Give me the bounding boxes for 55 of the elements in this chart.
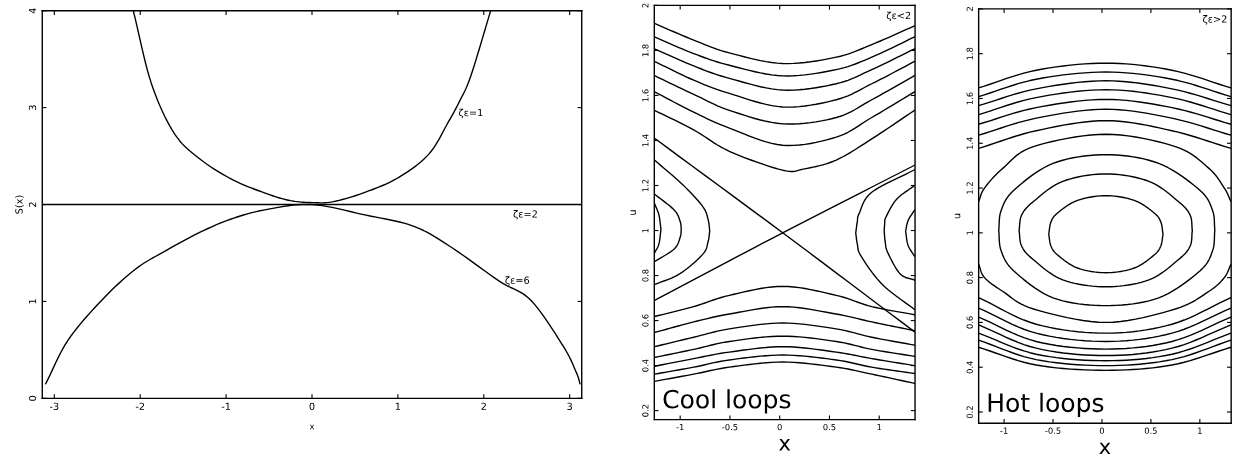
y-axis-title: S(x) — [15, 195, 24, 214]
y-tick-label: 2 — [642, 3, 649, 8]
x-tick-label: 1 — [395, 402, 401, 410]
y-tick-label: 4 — [29, 8, 37, 14]
y-tick-label: 1.4 — [642, 134, 649, 147]
y-tick-label: 0.8 — [642, 269, 649, 282]
y-tick-label: 1.2 — [966, 182, 973, 194]
x-tick-label: -1 — [221, 402, 231, 410]
annotation: ζε=2 — [513, 210, 537, 220]
x-axis-title: x — [779, 439, 791, 451]
y-tick-label: 0 — [28, 395, 37, 401]
y-tick-label: 1.6 — [966, 92, 973, 105]
y-tick-label: 1.8 — [966, 47, 973, 60]
y-tick-label: 0.6 — [966, 316, 973, 329]
y-axis-title: u — [954, 213, 961, 219]
text: Hot loops — [988, 392, 1104, 417]
y-tick-label: 3 — [28, 105, 37, 110]
y-tick-label: 0.8 — [966, 271, 973, 284]
x-axis-title: x — [1099, 442, 1111, 455]
y-tick-label: 0.2 — [642, 404, 649, 417]
x-tick-label: -1 — [1000, 427, 1008, 434]
y-tick-label: 1.2 — [642, 179, 649, 192]
x-tick-label: 1 — [1198, 427, 1202, 434]
x-tick-label: -0.5 — [1045, 427, 1061, 434]
y-tick-label: 2 — [28, 202, 37, 207]
y-tick-label: 0.4 — [642, 359, 649, 372]
y-tick-label: 2 — [966, 7, 973, 11]
x-axis-title: x — [309, 424, 315, 430]
x-tick-label: 0 — [777, 423, 782, 431]
y-tick-label: 0.4 — [966, 361, 973, 374]
x-tick-label: -2 — [135, 402, 145, 410]
x-tick-label: 2 — [481, 402, 486, 410]
y-tick-label: 1.8 — [642, 44, 649, 57]
x-tick-label: 3 — [567, 402, 573, 411]
x-tick-label: 0.5 — [1144, 427, 1157, 434]
y-tick-label: 0.6 — [642, 314, 649, 327]
x-tick-label: 0 — [1099, 427, 1105, 434]
y-axis-title: u — [630, 210, 637, 215]
y-tick-label: 1 — [642, 228, 649, 233]
y-tick-label: 1 — [966, 230, 973, 235]
text: Cool loops — [663, 389, 791, 414]
x-tick-label: 1 — [877, 424, 882, 431]
x-tick-label: -1 — [676, 424, 684, 431]
y-tick-label: 0.2 — [966, 406, 973, 419]
y-tick-label: 1.4 — [966, 137, 973, 149]
x-tick-label: 0 — [309, 402, 315, 411]
y-tick-label: 1 — [29, 299, 37, 304]
x-tick-label: -3 — [49, 402, 59, 411]
annotation: ζε=6 — [505, 276, 530, 286]
annotation: ζε=1 — [458, 108, 483, 119]
x-tick-label: 0.5 — [823, 423, 836, 431]
annotation: ζε<2 — [886, 11, 911, 22]
x-tick-label: -0.5 — [722, 423, 738, 431]
annotation: ζε>2 — [1203, 15, 1227, 25]
y-tick-label: 1.6 — [642, 89, 649, 102]
